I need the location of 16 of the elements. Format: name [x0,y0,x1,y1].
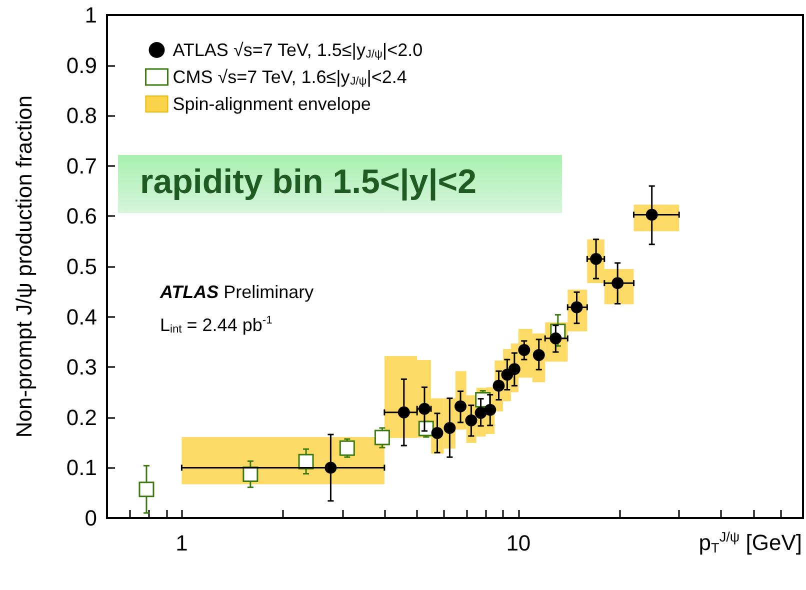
y-tick-label: 1 [84,2,97,28]
y-tick-label: 0.8 [66,103,97,128]
y-tick-label: 0.2 [66,404,97,430]
y-tick-label: 0.1 [66,455,97,480]
annotation: rapidity bin 1.5<|y|<2 [140,163,476,201]
y-tick-label: 0.7 [66,153,97,178]
y-tick-label: 0.4 [66,304,97,330]
y-tick-label: 0.3 [66,354,97,380]
y-tick-label: 0 [84,506,97,530]
y-tick-label: 0.9 [66,52,97,78]
y-axis-title: Non-prompt J/ψ production fraction [12,95,36,438]
annotation: ATLAS Preliminary [159,282,314,302]
y-tick-label: 0.6 [66,204,97,229]
x-tick-label: 10 [506,530,531,556]
y-tick-label: 0.5 [66,254,97,279]
legend-label: Spin-alignment envelope [172,94,371,114]
